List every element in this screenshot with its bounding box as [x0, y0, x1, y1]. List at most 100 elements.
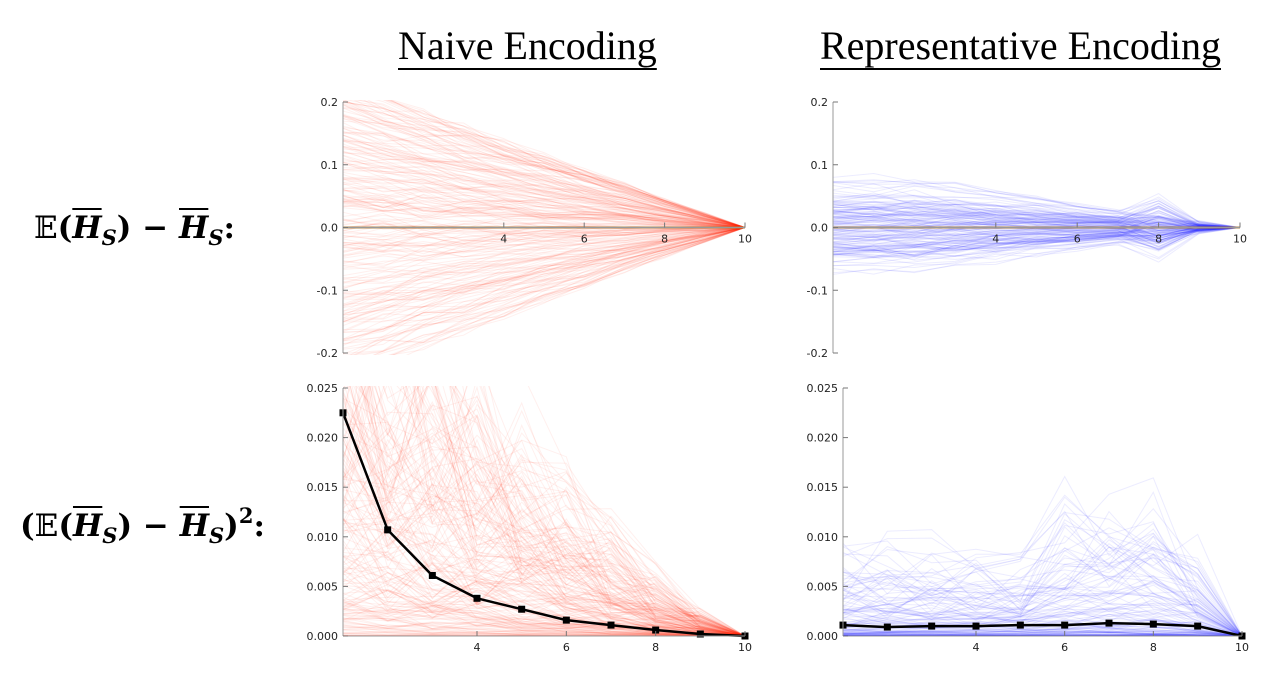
trajectory-line	[843, 602, 1243, 637]
trajectory-line	[833, 227, 1241, 251]
trajectory-line	[343, 179, 746, 228]
trajectory-line	[343, 204, 746, 228]
trajectory-line	[343, 227, 746, 261]
trajectory-line	[366, 386, 746, 637]
trajectory-line	[343, 622, 746, 637]
trajectory-line	[343, 115, 746, 228]
trajectory-line	[361, 386, 746, 637]
trajectory-line	[343, 386, 746, 637]
trajectory-line	[388, 227, 746, 355]
trajectory-line	[343, 113, 746, 228]
trajectory-line	[833, 227, 1241, 240]
trajectory-line	[833, 227, 1241, 252]
trajectory-line	[843, 580, 1243, 637]
trajectory-line	[343, 227, 746, 272]
y-tick-label: -0.2	[807, 347, 828, 360]
trajectory-line	[343, 116, 746, 228]
trajectory-line	[343, 527, 746, 637]
trajectory-line	[833, 227, 1241, 244]
trajectory-line	[843, 496, 1243, 637]
trajectory-line	[343, 623, 746, 637]
trajectory-line	[843, 634, 1243, 637]
row-label-squared-difference: (𝔼(HS) − HS)2:	[20, 503, 265, 548]
trajectory-line	[343, 417, 746, 637]
trajectory-line	[343, 443, 746, 637]
trajectory-line	[343, 104, 746, 228]
trajectory-line	[430, 386, 746, 637]
trajectory-line	[843, 589, 1243, 637]
trajectory-line	[343, 139, 746, 228]
trajectory-line	[343, 100, 746, 228]
trajectory-line	[843, 592, 1243, 637]
trajectory-line	[405, 227, 746, 355]
trajectory-line	[343, 610, 746, 637]
trajectory-line	[843, 547, 1243, 637]
trajectory-line	[833, 227, 1241, 257]
mean-marker	[1194, 622, 1202, 630]
trajectory-line	[343, 227, 746, 270]
trajectory-line	[360, 386, 746, 637]
mean-marker	[384, 526, 392, 534]
trajectory-line	[843, 621, 1243, 637]
trajectory-line	[833, 205, 1241, 228]
trajectory-line	[343, 207, 746, 228]
trajectory-line	[843, 608, 1243, 637]
trajectory-line	[343, 386, 746, 637]
trajectory-line	[374, 100, 746, 228]
trajectory-line	[843, 631, 1243, 637]
trajectory-line	[343, 397, 746, 637]
trajectory-line	[343, 174, 746, 228]
trajectory-line	[343, 194, 746, 228]
trajectory-line	[343, 547, 746, 637]
trajectory-line	[343, 390, 746, 637]
trajectory-line	[343, 227, 746, 247]
trajectory-line	[343, 386, 746, 637]
trajectory-line	[405, 386, 746, 637]
trajectory-line	[843, 627, 1243, 637]
y-tick-label: 0.025	[307, 382, 339, 395]
trajectory-line	[843, 623, 1243, 637]
trajectory-line	[843, 632, 1243, 637]
trajectory-line	[833, 219, 1241, 242]
trajectory-line	[843, 588, 1243, 637]
x-tick-label: 8	[661, 233, 668, 246]
trajectory-line	[343, 434, 746, 637]
trajectory-line	[843, 527, 1243, 637]
trajectory-line	[343, 125, 746, 228]
trajectory-line	[343, 227, 746, 323]
trajectory-line	[343, 227, 746, 280]
trajectory-line	[343, 100, 746, 228]
trajectory-line	[843, 584, 1243, 637]
trajectory-line	[343, 482, 746, 637]
trajectory-line	[343, 227, 746, 320]
trajectory-line	[843, 618, 1243, 637]
trajectory-line	[833, 224, 1241, 236]
trajectory-line	[343, 227, 746, 290]
trajectory-line	[343, 155, 746, 228]
trajectory-line	[843, 574, 1243, 637]
mean-marker	[518, 605, 526, 613]
x-tick-label: 10	[738, 233, 752, 246]
trajectory-line	[843, 575, 1243, 637]
trajectory-line	[843, 626, 1243, 637]
trajectory-line	[343, 386, 746, 637]
trajectory-line	[343, 227, 746, 333]
trajectory-line	[843, 503, 1243, 637]
trajectory-line	[833, 210, 1241, 228]
trajectory-line	[343, 386, 746, 637]
mean-marker	[883, 623, 891, 631]
trajectory-line	[343, 199, 746, 228]
trajectory-line	[343, 201, 746, 228]
naive-difference-trajectories	[343, 100, 746, 355]
trajectory-line	[833, 179, 1241, 228]
trajectory-line	[343, 617, 746, 637]
trajectory-line	[833, 203, 1241, 228]
trajectory-line	[843, 603, 1243, 637]
trajectory-line	[375, 386, 746, 637]
trajectory-line	[343, 170, 746, 228]
trajectory-line	[343, 438, 746, 637]
x-tick-label: 4	[992, 233, 999, 246]
trajectory-line	[343, 145, 746, 228]
trajectory-line	[833, 217, 1241, 236]
trajectory-line	[343, 148, 746, 228]
